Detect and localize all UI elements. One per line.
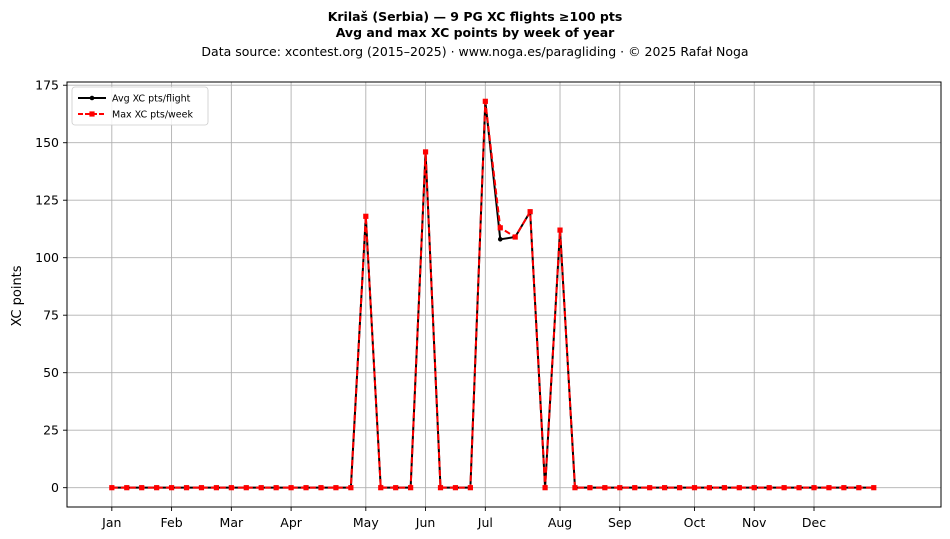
x-tick-label: Dec: [802, 515, 826, 530]
series-1-point: [168, 485, 175, 491]
y-tick-label: 50: [43, 365, 59, 380]
x-tick-label: Feb: [161, 515, 183, 530]
series-1-point: [288, 485, 294, 491]
series-1-point: [258, 485, 264, 491]
series-1-point: [273, 485, 279, 491]
series-1-point: [542, 485, 548, 491]
x-tick-label: Jan: [101, 515, 121, 530]
y-tick-label: 150: [35, 135, 59, 150]
series-1-point: [617, 485, 623, 491]
series-1-point: [437, 485, 444, 491]
x-tick-label: Nov: [742, 515, 767, 530]
series-1-point: [781, 485, 787, 491]
x-tick-label: Jun: [415, 515, 436, 530]
x-tick-label: Apr: [280, 515, 302, 530]
series-1-point: [318, 485, 324, 491]
series-1-point: [378, 485, 384, 491]
chart-title: Krilaš (Serbia) — 9 PG XC flights ≥100 p…: [328, 9, 623, 24]
series-1-point: [856, 485, 862, 491]
y-tick-label: 25: [43, 423, 59, 438]
legend-label-1: Max XC pts/week: [112, 110, 193, 121]
chart-subtitle: Avg and max XC points by week of year: [336, 25, 615, 40]
series-1-point: [422, 149, 429, 155]
series-1-point: [109, 485, 115, 491]
series-1-point: [497, 225, 503, 231]
series-1-point: [154, 485, 160, 491]
series-1-point: [587, 485, 593, 491]
grid: [67, 82, 941, 507]
series-1-point: [198, 485, 205, 491]
series-1-point: [721, 485, 727, 491]
series-1-point: [303, 485, 309, 491]
series-line-0: [111, 100, 874, 489]
series-1-point: [796, 485, 802, 491]
y-tick-label: 0: [51, 480, 59, 495]
series-1-point: [139, 485, 145, 491]
tick-labels: Jan Feb Mar Apr May Jun Jul Aug Sep Oct Nov Dec 0 25 5…: [35, 78, 826, 530]
series-1-point: [408, 485, 414, 491]
x-tick-label: Mar: [220, 515, 244, 530]
series-1-point: [243, 485, 249, 491]
x-tick-label: Sep: [608, 515, 632, 530]
series-1-point: [662, 485, 668, 491]
y-tick-label: 125: [35, 193, 59, 208]
series-1-point: [183, 485, 190, 491]
legend-swatch-marker-1: [89, 111, 95, 117]
series-layer: [109, 98, 877, 491]
series-1-point: [452, 485, 459, 491]
legend-box: [71, 86, 209, 126]
series-1-point: [572, 485, 578, 491]
legend-label-0: Avg XC pts/flight: [112, 94, 191, 105]
series-1-point: [602, 485, 608, 491]
x-tick-label: Jul: [477, 515, 493, 530]
series-1-point: [363, 213, 369, 219]
y-tick-label: 175: [35, 78, 59, 93]
series-1-point: [333, 485, 339, 491]
series-1-point: [736, 485, 742, 491]
series-1-point: [647, 485, 653, 491]
series-1-point: [393, 485, 399, 491]
y-tick-label: 75: [43, 308, 59, 323]
series-1-point: [228, 485, 234, 491]
y-tick-label: 100: [35, 250, 59, 265]
legend: Avg XC pts/flight Max XC pts/week: [71, 86, 209, 126]
plot-frame: [66, 81, 942, 508]
series-1-point: [676, 485, 683, 491]
series-line-1: [111, 100, 874, 489]
series-1-point: [691, 485, 698, 491]
series-1-point: [482, 98, 488, 104]
series-1-point: [826, 485, 832, 491]
x-tick-label: Aug: [548, 515, 572, 530]
x-tick-label: May: [353, 515, 379, 530]
series-1-point: [706, 485, 713, 491]
series-1-point: [348, 485, 354, 491]
series-0-point: [497, 237, 503, 242]
series-1-point: [512, 234, 518, 240]
chart-source: Data source: xcontest.org (2015–2025) · …: [201, 44, 748, 59]
x-tick-label: Oct: [684, 515, 706, 530]
series-1-point: [811, 485, 817, 491]
series-1-point: [527, 209, 533, 215]
series-1-point: [766, 485, 772, 491]
series-1-point: [213, 485, 220, 491]
axes: [63, 81, 942, 511]
series-1-point: [871, 485, 877, 491]
y-axis-label: XC points: [10, 265, 25, 326]
series-1-point: [557, 227, 563, 233]
series-1-point: [841, 485, 847, 491]
series-1-point: [632, 485, 638, 491]
series-1-point: [124, 485, 130, 491]
series-1-point: [467, 485, 473, 491]
series-1-point: [751, 485, 757, 491]
legend-swatch-marker-0: [89, 95, 95, 101]
